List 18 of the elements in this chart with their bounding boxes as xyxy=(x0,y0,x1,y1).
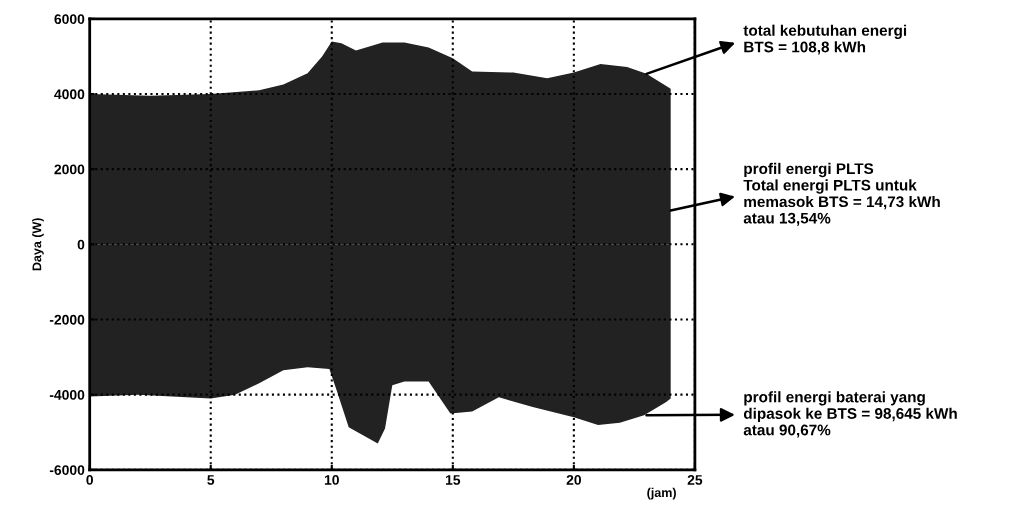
x-tick-label: 25 xyxy=(687,475,703,485)
y-tick-label: 4000 xyxy=(54,89,85,100)
x-tick-label: 20 xyxy=(566,475,582,485)
x-tick-label: 10 xyxy=(324,475,339,485)
text: profil energi PLTS Total energi PLTS untuk memasok BTS = 14,73 kWh atau 13,54% xyxy=(743,162,940,226)
y-tick-label: 0 xyxy=(77,239,85,250)
text: profil energi baterai yang dipasok ke BTS = 98,645 kWh atau 90,67% xyxy=(743,391,957,438)
y-tick-label: 2000 xyxy=(54,164,85,175)
y-tick-label: 6000 xyxy=(54,14,85,24)
y-tick-label: -2000 xyxy=(49,314,85,325)
y-tick-label: -4000 xyxy=(49,389,85,400)
x-tick-label: 5 xyxy=(207,475,215,485)
x-tick-label: 15 xyxy=(445,475,461,485)
y-tick-label: -6000 xyxy=(49,465,85,475)
text: total kebutuhan energi BTS = 108,8 kWh xyxy=(743,24,907,55)
x-tick-label: 0 xyxy=(86,475,93,485)
x-axis-title: (jam) xyxy=(647,487,676,500)
y-axis-title: Daya (W) xyxy=(32,218,44,271)
